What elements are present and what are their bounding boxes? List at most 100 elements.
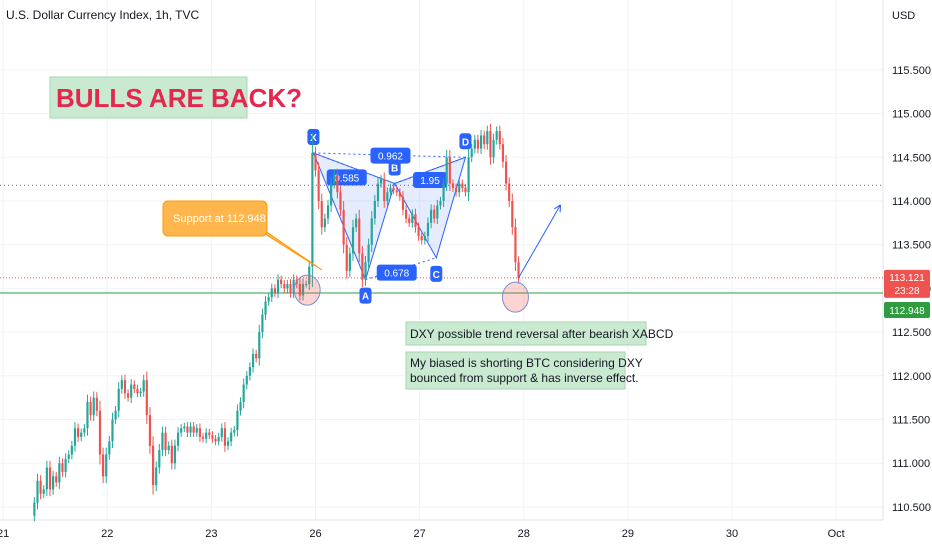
ratio-label: 0.585 bbox=[326, 169, 367, 186]
headline-text: BULLS ARE BACK? bbox=[56, 83, 302, 113]
candle bbox=[511, 193, 514, 235]
pattern-point-x: X bbox=[307, 128, 320, 145]
candle bbox=[164, 426, 167, 457]
support-price-tag: 112.948 bbox=[884, 301, 930, 318]
candle bbox=[145, 371, 148, 424]
support-price-value: 112.948 bbox=[889, 306, 925, 317]
candle bbox=[436, 199, 439, 224]
candle bbox=[514, 218, 517, 271]
candle bbox=[126, 389, 130, 402]
current-price-value: 113.121 bbox=[889, 273, 925, 284]
candle bbox=[383, 172, 386, 208]
candle bbox=[433, 204, 436, 224]
candle bbox=[464, 183, 467, 197]
candle bbox=[151, 436, 155, 495]
ratio-text: 0.585 bbox=[334, 173, 359, 184]
candle bbox=[439, 196, 442, 210]
candle bbox=[445, 149, 448, 191]
candle bbox=[264, 296, 267, 321]
candle bbox=[223, 422, 227, 452]
candle bbox=[242, 378, 245, 409]
candle bbox=[255, 349, 258, 363]
candle bbox=[108, 435, 111, 460]
candle bbox=[48, 460, 52, 497]
candle bbox=[239, 397, 242, 416]
candle bbox=[470, 143, 473, 163]
candle bbox=[364, 256, 367, 286]
candle bbox=[148, 407, 152, 454]
x-tick-label: 21 bbox=[0, 528, 9, 540]
candle bbox=[45, 460, 48, 497]
candle bbox=[333, 169, 336, 189]
candle bbox=[52, 470, 55, 495]
candle bbox=[258, 324, 261, 366]
candle bbox=[461, 179, 464, 193]
headline-box[interactable]: BULLS ARE BACK? bbox=[49, 76, 302, 119]
highlight-circle[interactable] bbox=[501, 281, 529, 313]
note-line-2: My biased is shorting BTC considering DX… bbox=[410, 356, 643, 370]
candle bbox=[86, 394, 89, 436]
highlight-circle[interactable] bbox=[293, 274, 321, 306]
candle bbox=[189, 422, 192, 438]
candle bbox=[517, 256, 520, 284]
candle bbox=[451, 179, 455, 193]
candle bbox=[317, 162, 320, 210]
support-callout[interactable]: Support at 112.948 bbox=[162, 200, 323, 271]
candle bbox=[508, 177, 511, 208]
candle bbox=[339, 186, 342, 216]
candle bbox=[376, 177, 380, 208]
pattern-point-b: B bbox=[388, 159, 401, 176]
note-box-1[interactable]: DXY possible trend reversal after bearis… bbox=[405, 321, 674, 346]
candle bbox=[286, 279, 289, 293]
candle bbox=[89, 396, 92, 421]
candle bbox=[495, 126, 498, 145]
candle bbox=[170, 439, 173, 470]
candle bbox=[358, 209, 361, 263]
candle bbox=[423, 231, 426, 245]
candle bbox=[77, 423, 80, 442]
candle bbox=[214, 434, 217, 446]
candle bbox=[473, 135, 476, 154]
x-tick-label: Oct bbox=[828, 528, 845, 540]
candle bbox=[336, 168, 339, 199]
ratio-label: 1.95 bbox=[413, 172, 448, 189]
ratio-text: 0.962 bbox=[378, 152, 403, 163]
pattern-line-ac bbox=[365, 257, 437, 281]
projection-arrow[interactable] bbox=[518, 205, 561, 279]
candle bbox=[289, 279, 292, 298]
candle bbox=[161, 426, 164, 457]
candle bbox=[83, 424, 86, 437]
candle bbox=[355, 213, 358, 233]
candle bbox=[458, 178, 461, 198]
ratio-text: 0.678 bbox=[384, 269, 409, 280]
y-tick-label: 114.000 bbox=[892, 196, 931, 208]
candle bbox=[429, 204, 433, 229]
x-tick-label: 26 bbox=[309, 528, 321, 540]
candle bbox=[136, 384, 139, 398]
ratio-label: 0.678 bbox=[376, 264, 417, 281]
candle bbox=[273, 284, 276, 297]
x-tick-label: 27 bbox=[414, 528, 426, 540]
candle bbox=[398, 188, 401, 201]
candle bbox=[483, 130, 486, 150]
candle bbox=[373, 194, 376, 225]
candle bbox=[389, 183, 392, 197]
candle bbox=[195, 424, 198, 437]
note-line-1: DXY possible trend reversal after bearis… bbox=[410, 327, 674, 341]
candle bbox=[186, 422, 189, 438]
pattern-point-d: D bbox=[459, 133, 472, 150]
y-tick-label: 115.000 bbox=[892, 109, 931, 121]
note-box-2[interactable]: My biased is shorting BTC considering DX… bbox=[405, 351, 643, 390]
candle bbox=[114, 405, 117, 425]
drawing-overlays bbox=[293, 205, 561, 313]
candle bbox=[236, 404, 239, 437]
candle bbox=[80, 428, 83, 442]
candle bbox=[36, 473, 39, 510]
y-tick-label: 111.500 bbox=[892, 414, 930, 426]
candle bbox=[492, 133, 495, 164]
candle bbox=[476, 135, 480, 154]
candle bbox=[351, 219, 355, 261]
x-tick-label: 30 bbox=[726, 528, 738, 540]
